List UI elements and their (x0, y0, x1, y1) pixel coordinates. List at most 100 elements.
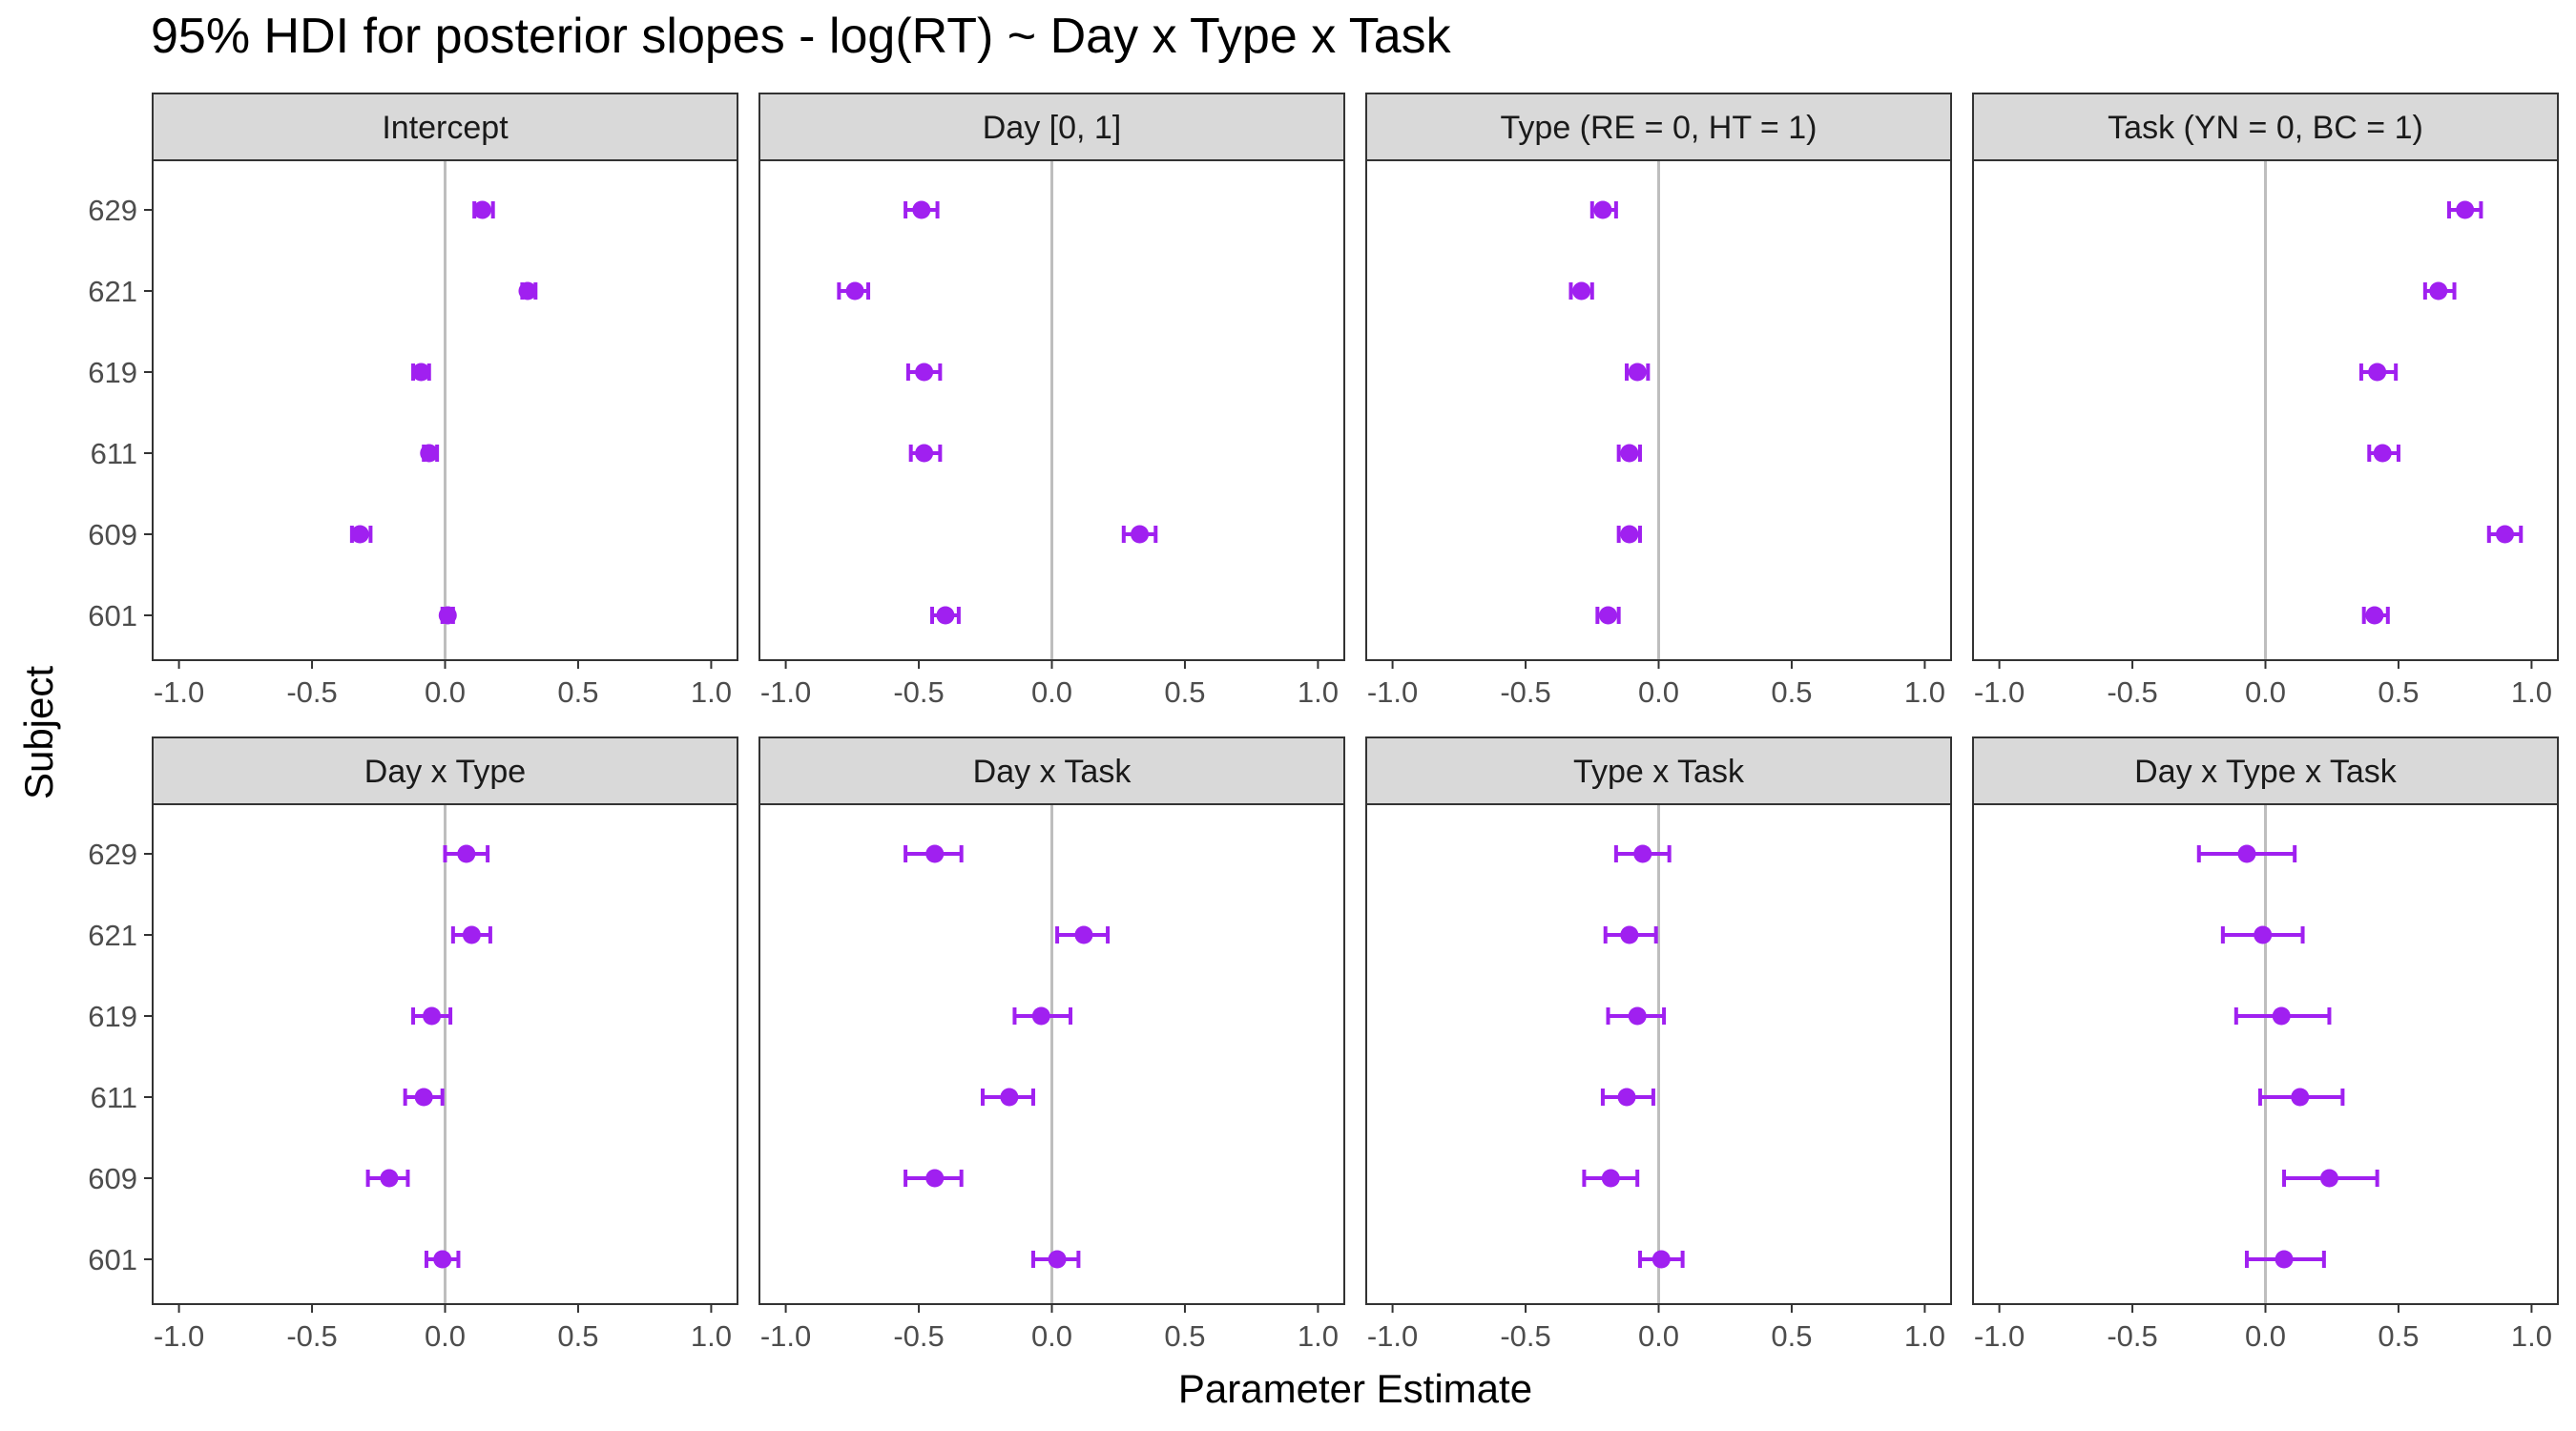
estimate-point (925, 1169, 945, 1188)
estimate-point (1572, 281, 1591, 301)
x-tick-label: 0.0 (1638, 1319, 1679, 1353)
estimate-point (411, 363, 430, 382)
estimate-point (2365, 606, 2384, 625)
estimate-point (2272, 1006, 2291, 1026)
x-tick-label: -1.0 (760, 1319, 811, 1353)
estimate-point (1031, 1006, 1050, 1026)
x-tick-label: 1.0 (691, 675, 732, 709)
estimate-point (473, 200, 492, 219)
estimate-point (380, 1169, 399, 1188)
estimate-point (457, 844, 476, 863)
estimate-point (2373, 444, 2392, 463)
estimate-point (414, 1088, 433, 1107)
facet-label: Intercept (382, 110, 509, 146)
estimate-point (1617, 1088, 1636, 1107)
facet-strip (758, 736, 1345, 805)
estimate-point (912, 200, 931, 219)
estimate-point (2291, 1088, 2310, 1107)
estimate-point (438, 606, 457, 625)
x-tick-label: -0.5 (1500, 1319, 1550, 1353)
estimate-point (925, 844, 945, 863)
x-tick-label: -0.5 (893, 1319, 944, 1353)
x-tick-label: -0.5 (1500, 675, 1550, 709)
estimate-point (420, 444, 439, 463)
y-tick-label: 621 (88, 919, 137, 952)
x-tick-label: -0.5 (286, 1319, 337, 1353)
y-axis-title: Subject (16, 666, 61, 799)
estimate-point (1601, 1169, 1620, 1188)
estimate-point (2254, 925, 2273, 944)
facet-label: Day x Type x Task (2134, 754, 2398, 790)
x-tick-label: 0.5 (1164, 1319, 1205, 1353)
x-tick-label: 0.0 (1031, 1319, 1072, 1353)
y-tick-label: 621 (88, 275, 137, 308)
x-tick-label: 0.0 (425, 1319, 466, 1353)
x-tick-label: 1.0 (1298, 675, 1339, 709)
y-tick-label: 611 (91, 1081, 137, 1114)
estimate-point (2237, 844, 2256, 863)
x-tick-label: -1.0 (1367, 1319, 1418, 1353)
estimate-point (1593, 200, 1612, 219)
facet-label: Type (RE = 0, HT = 1) (1501, 110, 1818, 146)
estimate-point (2496, 525, 2515, 544)
y-tick-label: 629 (88, 194, 137, 227)
y-tick-label: 609 (88, 1162, 137, 1195)
x-axis-title: Parameter Estimate (1178, 1366, 1532, 1411)
x-tick-label: 0.5 (1164, 675, 1205, 709)
x-tick-label: 1.0 (2511, 675, 2552, 709)
estimate-point (1620, 444, 1639, 463)
estimate-point (936, 606, 955, 625)
estimate-point (1628, 1006, 1647, 1026)
x-tick-label: -1.0 (1974, 1319, 2025, 1353)
x-tick-label: 1.0 (1298, 1319, 1339, 1353)
estimate-point (1652, 1250, 1671, 1269)
y-tick-label: 601 (88, 1243, 137, 1276)
x-tick-label: 1.0 (1904, 675, 1945, 709)
estimate-point (433, 1250, 452, 1269)
estimate-point (1048, 1250, 1067, 1269)
estimate-point (1074, 925, 1093, 944)
estimate-point (1633, 844, 1652, 863)
x-tick-label: 0.5 (1771, 675, 1812, 709)
estimate-point (1620, 525, 1639, 544)
facet-label: Day [0, 1] (983, 110, 1122, 146)
x-tick-label: -1.0 (760, 675, 811, 709)
facet-label: Day x Task (973, 754, 1132, 790)
x-tick-label: -1.0 (1974, 675, 2025, 709)
estimate-point (350, 525, 369, 544)
x-tick-label: 1.0 (2511, 1319, 2552, 1353)
estimate-point (1131, 525, 1150, 544)
facet-strip (1365, 93, 1952, 161)
y-tick-label: 629 (88, 838, 137, 871)
y-tick-label: 601 (88, 599, 137, 633)
x-tick-label: 0.0 (425, 675, 466, 709)
x-tick-label: 0.5 (557, 1319, 598, 1353)
x-tick-label: 0.0 (2245, 675, 2286, 709)
estimate-point (915, 363, 934, 382)
facet-strip (1972, 93, 2559, 161)
chart-title: 95% HDI for posterior slopes - log(RT) ~… (151, 9, 1451, 64)
estimate-point (915, 444, 934, 463)
estimate-point (1000, 1088, 1019, 1107)
x-tick-label: -0.5 (286, 675, 337, 709)
facet-strip (1365, 736, 1952, 805)
facet-label: Type x Task (1573, 754, 1745, 790)
x-tick-label: 0.5 (2378, 1319, 2419, 1353)
facet-strip (152, 736, 738, 805)
y-tick-label: 619 (88, 356, 137, 389)
estimate-point (2275, 1250, 2294, 1269)
estimate-point (2368, 363, 2387, 382)
x-tick-label: 0.5 (557, 675, 598, 709)
x-tick-label: -1.0 (1367, 675, 1418, 709)
y-tick-label: 611 (91, 437, 137, 470)
y-tick-label: 609 (88, 518, 137, 551)
x-tick-label: 0.0 (1638, 675, 1679, 709)
estimate-point (2429, 281, 2448, 301)
x-tick-label: -1.0 (154, 1319, 204, 1353)
estimate-point (1620, 925, 1639, 944)
estimate-point (1599, 606, 1618, 625)
estimate-point (2319, 1169, 2338, 1188)
x-tick-label: 0.0 (1031, 675, 1072, 709)
facet-label: Task (YN = 0, BC = 1) (2108, 110, 2423, 146)
